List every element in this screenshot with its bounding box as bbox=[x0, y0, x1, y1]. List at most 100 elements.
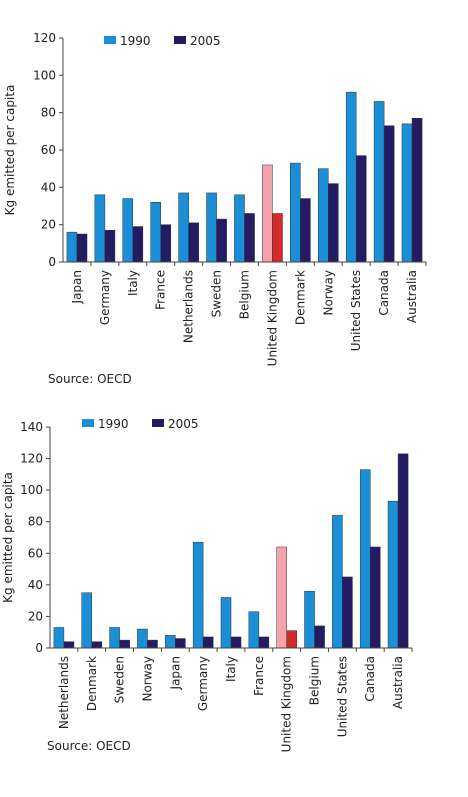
x-tick-label: United States bbox=[335, 656, 349, 737]
bar bbox=[328, 183, 339, 263]
x-tick-label: Canada bbox=[377, 270, 391, 316]
y-tick-label: 120 bbox=[20, 452, 43, 466]
bar bbox=[411, 118, 423, 263]
y-axis-label: Kg emitted per capita bbox=[1, 472, 15, 603]
bar bbox=[359, 469, 371, 649]
legend-swatch bbox=[82, 419, 94, 427]
x-tick-label: France bbox=[252, 656, 266, 696]
bar bbox=[304, 590, 315, 649]
x-tick-label: Norway bbox=[321, 270, 335, 316]
bar bbox=[192, 541, 204, 649]
bar bbox=[317, 168, 329, 263]
bar bbox=[66, 231, 78, 263]
bar bbox=[262, 164, 273, 263]
legend-swatch bbox=[104, 36, 116, 44]
bar bbox=[258, 636, 270, 649]
legend-swatch bbox=[174, 36, 186, 44]
bar bbox=[94, 194, 106, 263]
x-tick-label: Japan bbox=[70, 270, 84, 304]
bar bbox=[383, 125, 395, 263]
bar bbox=[53, 627, 65, 649]
x-tick-label: Italy bbox=[224, 656, 238, 682]
bar bbox=[345, 91, 357, 263]
bar bbox=[150, 202, 161, 263]
bar bbox=[91, 641, 103, 649]
bar bbox=[160, 224, 172, 263]
x-tick-label: United States bbox=[349, 270, 363, 351]
x-tick-label: Australia bbox=[391, 656, 405, 709]
x-tick-label: Denmark bbox=[85, 656, 99, 711]
bar bbox=[234, 194, 245, 263]
bar bbox=[230, 636, 242, 649]
x-tick-label: Belgium bbox=[308, 656, 322, 705]
bar bbox=[137, 628, 148, 649]
bar bbox=[220, 597, 232, 649]
y-tick-label: 60 bbox=[28, 546, 43, 560]
bar bbox=[122, 198, 134, 263]
legend-label: 2005 bbox=[190, 34, 221, 48]
x-tick-label: Germany bbox=[196, 656, 210, 711]
legend-label: 1990 bbox=[120, 34, 151, 48]
y-tick-label: 40 bbox=[28, 578, 43, 592]
bar bbox=[342, 576, 353, 649]
x-tick-label: Italy bbox=[126, 270, 140, 296]
bar bbox=[147, 639, 158, 649]
bar bbox=[216, 218, 227, 263]
bar bbox=[355, 155, 367, 263]
y-tick-label: 120 bbox=[33, 31, 56, 45]
y-tick-label: 80 bbox=[28, 515, 43, 529]
x-tick-label: France bbox=[154, 270, 168, 310]
y-axis-label: Kg emitted per capita bbox=[3, 85, 17, 216]
bar bbox=[188, 222, 199, 263]
bar bbox=[132, 226, 144, 263]
y-tick-label: 40 bbox=[41, 180, 56, 194]
x-tick-label: Sweden bbox=[210, 270, 224, 317]
bar bbox=[290, 162, 301, 263]
x-tick-label: Germany bbox=[98, 270, 112, 325]
bar bbox=[248, 611, 260, 649]
bar bbox=[397, 453, 409, 649]
bar bbox=[119, 639, 130, 649]
y-tick-label: 0 bbox=[48, 255, 56, 269]
y-tick-label: 100 bbox=[33, 68, 56, 82]
bar bbox=[314, 625, 325, 649]
legend-label: 2005 bbox=[168, 417, 199, 431]
y-tick-label: 20 bbox=[41, 218, 56, 232]
bar bbox=[373, 101, 385, 263]
x-tick-label: Netherlands bbox=[182, 270, 196, 343]
legend-label: 1990 bbox=[98, 417, 129, 431]
bar bbox=[401, 123, 413, 263]
bar bbox=[332, 515, 343, 649]
bar bbox=[202, 636, 214, 649]
bar bbox=[104, 230, 116, 263]
bar bbox=[369, 546, 381, 649]
bar bbox=[109, 627, 120, 649]
source: Source: OECD bbox=[48, 372, 132, 386]
bar bbox=[300, 198, 311, 263]
bar bbox=[81, 592, 93, 649]
bar bbox=[206, 192, 217, 263]
bar bbox=[286, 630, 297, 649]
legend-swatch bbox=[152, 419, 164, 427]
bar bbox=[63, 641, 75, 649]
x-tick-label: Denmark bbox=[293, 270, 307, 325]
bar bbox=[276, 546, 287, 649]
x-tick-label: Norway bbox=[140, 656, 154, 702]
bar bbox=[175, 638, 186, 649]
x-tick-label: Sweden bbox=[113, 656, 127, 703]
bar bbox=[165, 635, 176, 649]
x-tick-label: Netherlands bbox=[57, 656, 71, 729]
bar bbox=[244, 213, 255, 263]
y-tick-label: 60 bbox=[41, 143, 56, 157]
y-tick-label: 80 bbox=[41, 106, 56, 120]
bar bbox=[178, 192, 189, 263]
source: Source: OECD bbox=[47, 739, 131, 753]
y-tick-label: 0 bbox=[35, 641, 43, 655]
x-tick-label: Canada bbox=[363, 656, 377, 702]
x-tick-label: United Kingdom bbox=[280, 656, 294, 752]
x-tick-label: Japan bbox=[168, 656, 182, 690]
y-tick-label: 140 bbox=[20, 420, 43, 434]
x-tick-label: United Kingdom bbox=[265, 270, 279, 366]
x-tick-label: Australia bbox=[405, 270, 419, 323]
